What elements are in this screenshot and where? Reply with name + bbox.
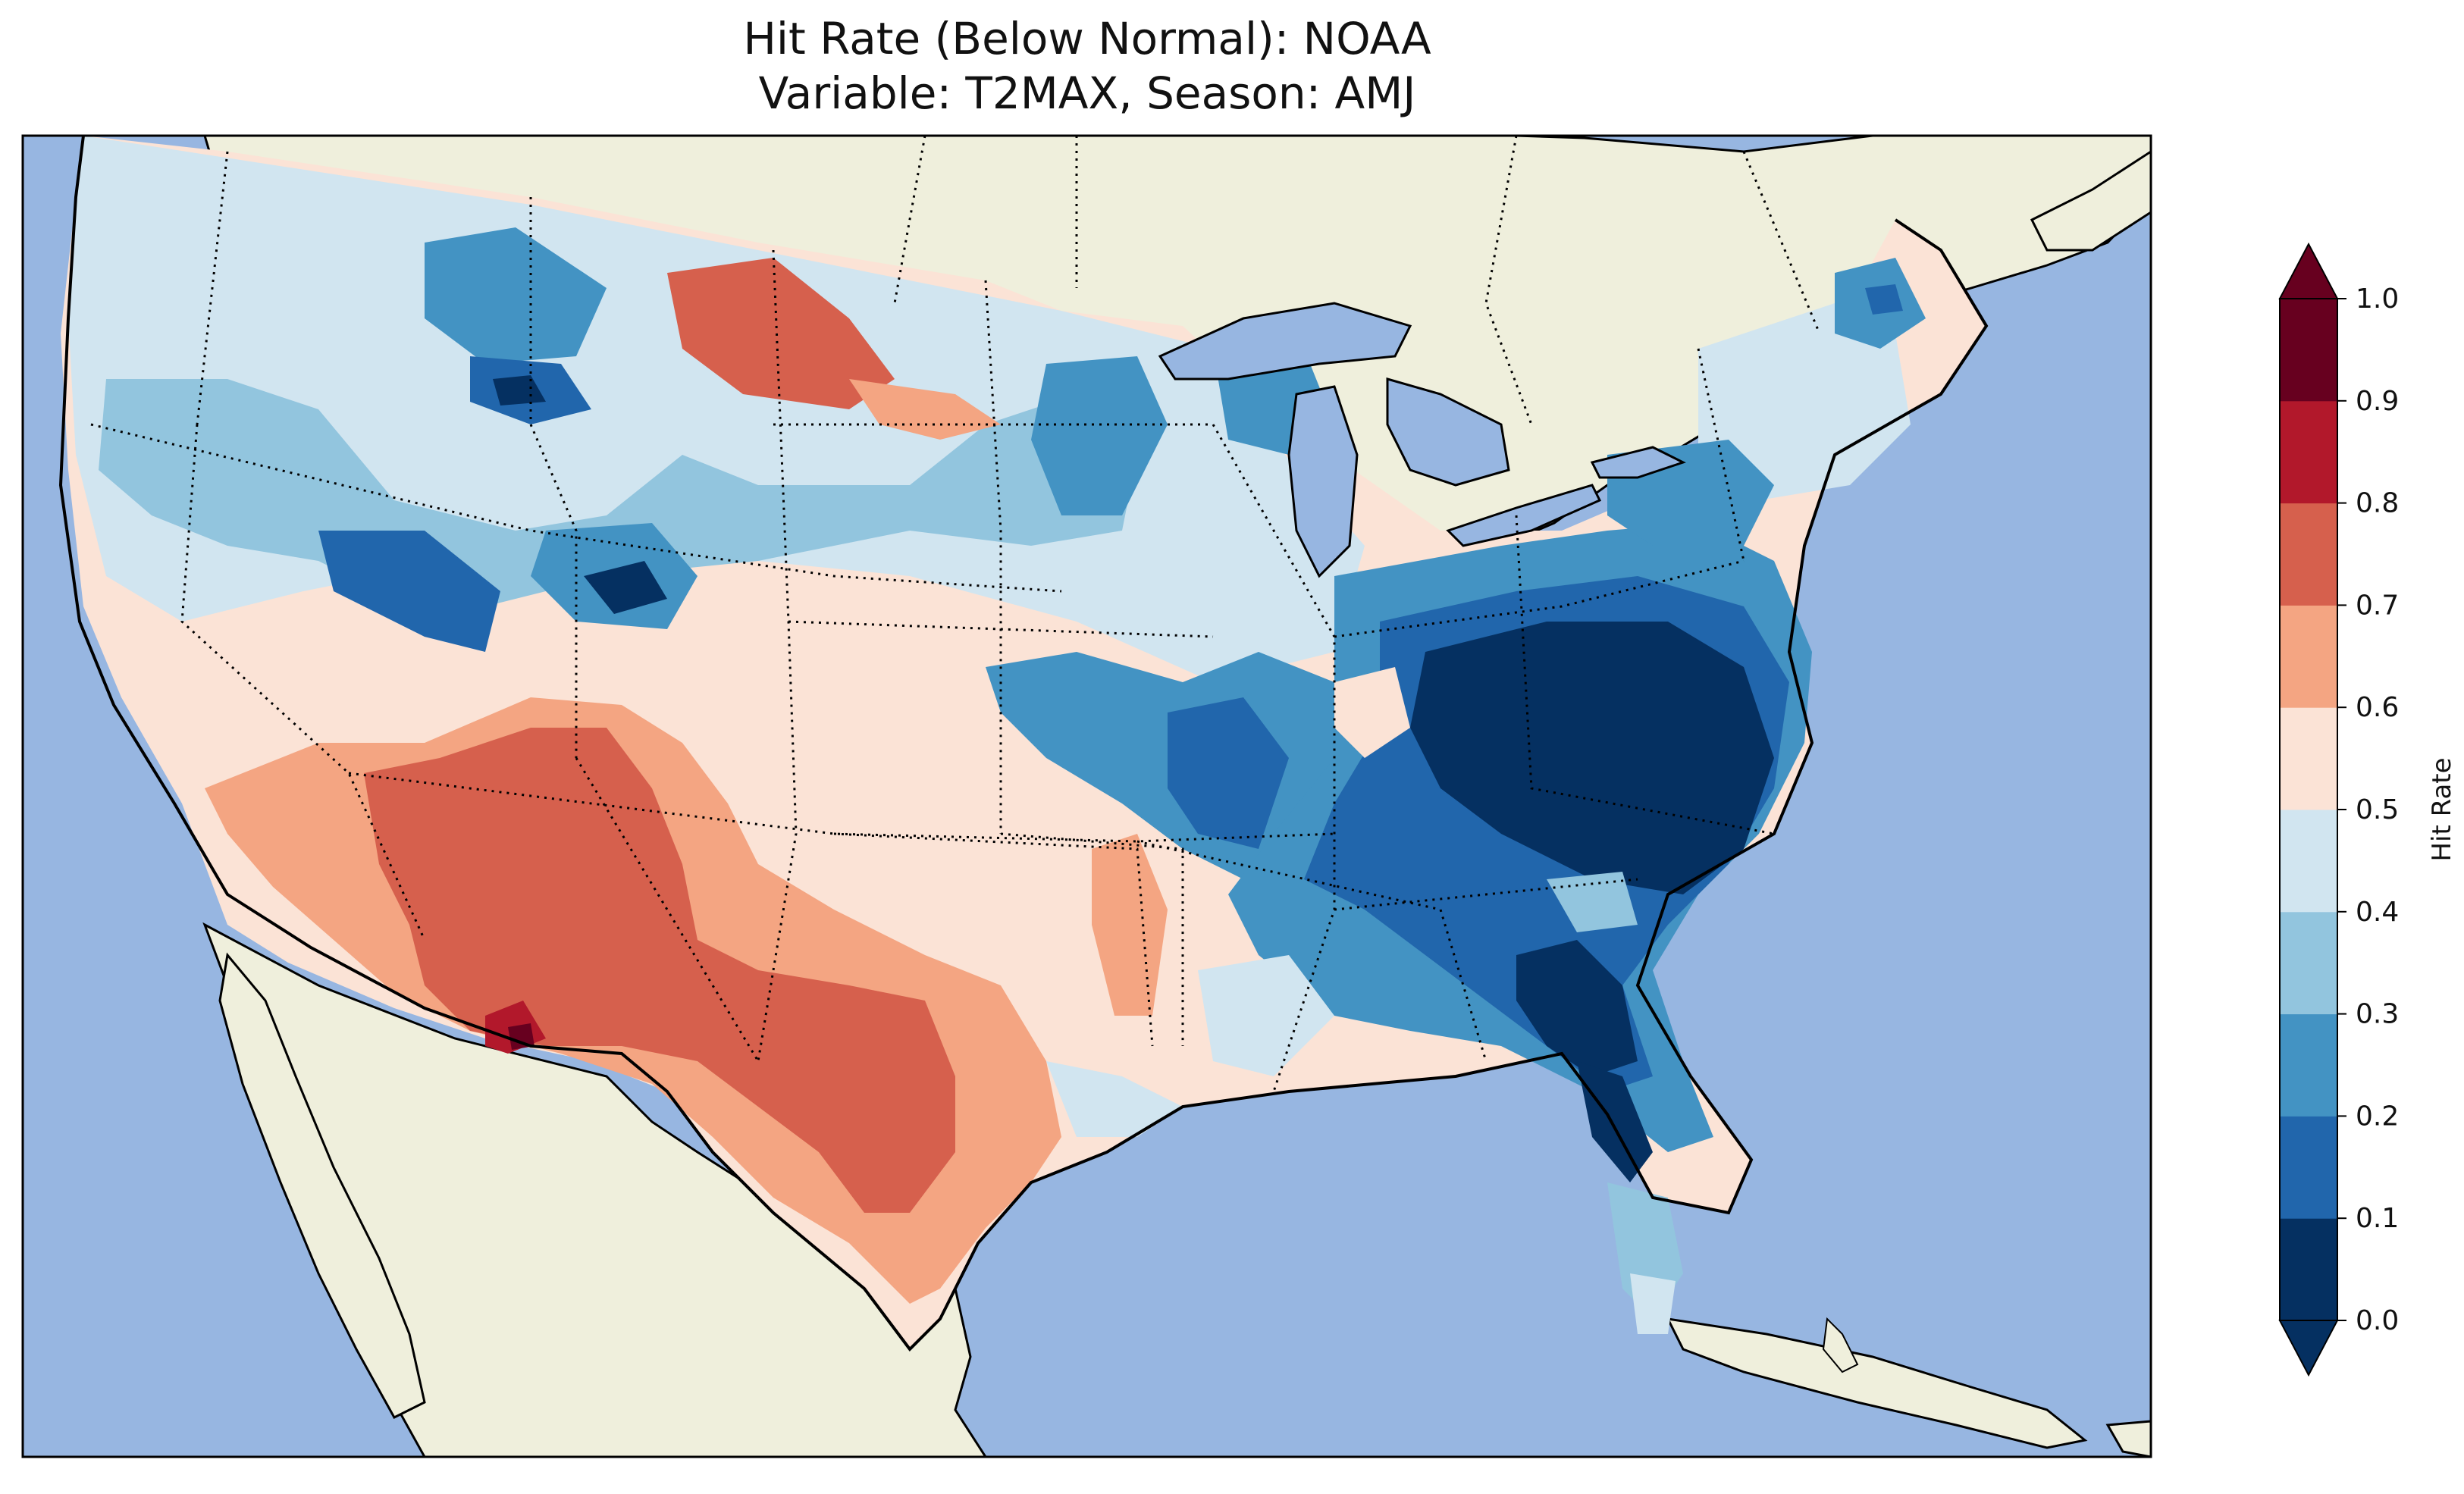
lake-superior (1158, 302, 1412, 381)
rockies-blue (425, 227, 607, 364)
appalachian-darkest (1410, 622, 1774, 894)
colorbar-tick-label: 0.8 (2356, 488, 2399, 519)
great-lakes (1158, 302, 1686, 578)
colorbar-tick-label: 0.7 (2356, 590, 2399, 621)
georgia-darkest (1516, 940, 1638, 1076)
gulf-coast-light (1046, 1061, 1183, 1137)
colorbar-bin-7 (2280, 503, 2337, 606)
florida-dark (1577, 1061, 1653, 1182)
colorbar-tick-label: 0.0 (2356, 1305, 2399, 1336)
dakota-blue (1031, 356, 1168, 515)
lake-michigan (1287, 385, 1359, 578)
lake-huron (1386, 377, 1510, 487)
colorbar: 0.0 0.1 0.2 0.3 0.4 0.5 0.6 0.7 0.8 0.9 1.0 Hit Rat… (2278, 242, 2457, 1377)
arkansas-salmon (1092, 834, 1168, 1016)
colorbar-tick-label: 1.0 (2356, 283, 2399, 315)
nova-scotia-landmass (2030, 150, 2151, 252)
us-coastline (58, 135, 1989, 1352)
lower-south-light (1198, 955, 1334, 1076)
colorbar-bin-6 (2280, 605, 2337, 708)
colorbar-label: Hit Rate (2427, 757, 2457, 861)
colorbar-bin-9 (2280, 299, 2337, 402)
colorbar-tick-label: 0.3 (2356, 999, 2399, 1030)
northeast-light (1698, 303, 1911, 500)
colorbar-bin-3 (2280, 911, 2337, 1015)
colorbar-tick-label: 0.9 (2356, 386, 2399, 417)
colorbar-tick-label: 0.5 (2356, 794, 2399, 825)
colorbar-bin-0 (2280, 1218, 2337, 1321)
colorbar-extend-max (2278, 242, 2339, 299)
map-frame (21, 134, 2152, 1458)
southwest-red (364, 728, 955, 1213)
montana-dark-spot (493, 375, 546, 406)
idaho-blue (318, 531, 500, 652)
indiana-light (1334, 667, 1410, 758)
lake-ontario (1590, 446, 1686, 479)
baja-landmass (218, 952, 426, 1419)
lake-erie (1446, 484, 1602, 547)
north-dakota-red (667, 258, 895, 409)
bahamas-island (1822, 1317, 1859, 1373)
cuba-island (1666, 1317, 2088, 1449)
map-title-line-1: Hit Rate (Below Normal): NOAA (743, 13, 1431, 64)
hispaniola-island (2105, 1420, 2151, 1457)
colorbar-bin-4 (2280, 810, 2337, 913)
nm-darkest (508, 1023, 534, 1050)
florida-tip (1630, 1273, 1676, 1334)
colorbar-tick-label: 0.2 (2356, 1101, 2399, 1132)
colorbar-tick-label: 0.6 (2356, 692, 2399, 723)
colorbar-extend-min (2278, 1320, 2339, 1377)
colorbar-bin-2 (2280, 1013, 2337, 1117)
state-borders (90, 135, 1821, 1092)
colorbar-bin-8 (2280, 400, 2337, 504)
map-title-line-2: Variable: T2MAX, Season: AMJ (758, 67, 1416, 119)
missouri-dark (1168, 697, 1289, 849)
colorbar-bin-1 (2280, 1116, 2337, 1219)
wyoming-dark (584, 561, 667, 614)
colorbar-tick-label: 0.4 (2356, 897, 2399, 928)
colorbar-bin-5 (2280, 707, 2337, 810)
maine-dark (1865, 284, 1903, 315)
colorbar-tick-label: 0.1 (2356, 1203, 2399, 1234)
